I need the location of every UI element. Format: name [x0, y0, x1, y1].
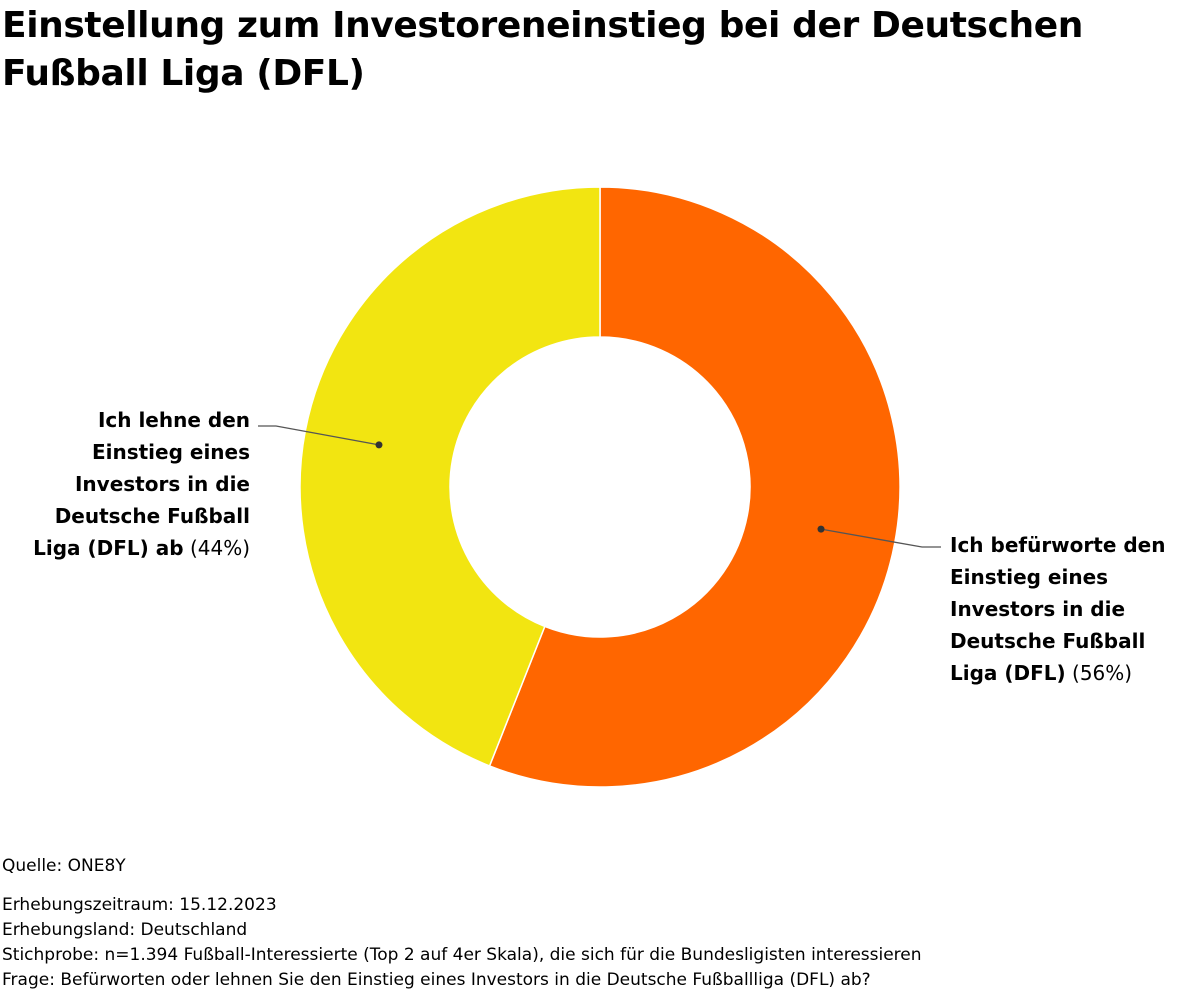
slice-approve: [488, 186, 901, 788]
slice-label-approve: Ich befürworte den Einstieg eines Invest…: [950, 529, 1190, 689]
slice-label-approve-text: Ich befürworte den Einstieg eines Invest…: [950, 533, 1166, 685]
chart-title: Einstellung zum Investoreneinstieg bei d…: [2, 5, 1083, 94]
survey-country: Erhebungsland: Deutschland: [2, 920, 248, 940]
leader-approve: [820, 528, 941, 548]
survey-notes: Erhebungszeitraum: 15.12.2023 Erhebungsl…: [2, 893, 922, 993]
slice-reject: [299, 186, 601, 767]
survey-question: Frage: Befürworten oder lehnen Sie den E…: [2, 970, 871, 990]
survey-period: Erhebungszeitraum: 15.12.2023: [2, 895, 277, 915]
leader-reject: [258, 425, 380, 446]
leader-approve-dot: [817, 525, 825, 533]
slice-value-reject: (44%): [189, 536, 250, 560]
leader-reject-dot: [375, 441, 383, 449]
leader-lines: [258, 425, 941, 548]
slice-label-reject: Ich lehne den Einstieg eines Investors i…: [20, 404, 250, 564]
source-note: Quelle: ONE8Y: [2, 856, 126, 876]
slice-value-approve: (56%): [1072, 661, 1133, 685]
survey-sample: Stichprobe: n=1.394 Fußball-Interessiert…: [2, 945, 922, 965]
donut-slices: [299, 186, 901, 788]
slice-label-reject-text: Ich lehne den Einstieg eines Investors i…: [33, 408, 250, 560]
